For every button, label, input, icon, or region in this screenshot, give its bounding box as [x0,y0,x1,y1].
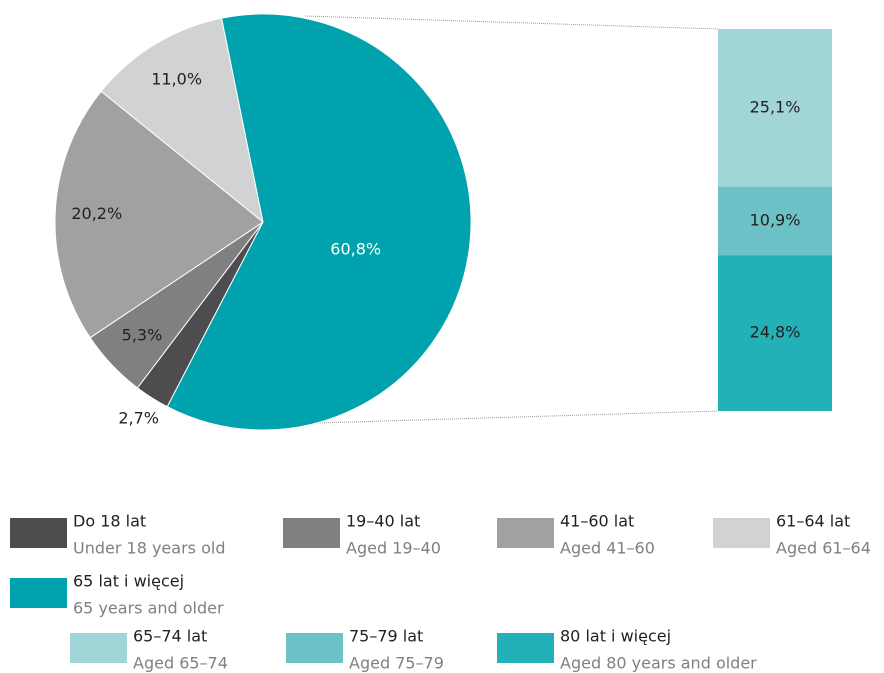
legend-label: 19–40 lat [346,512,420,531]
slice-label: 2,7% [118,408,159,427]
legend-swatch [283,518,340,548]
legend-swatch [497,633,554,663]
legend-label-en: Aged 41–60 [560,539,655,558]
slice-label: 5,3% [122,326,163,345]
legend-swatch [497,518,554,548]
legend-swatch [10,578,67,608]
legend-label: 75–79 lat [349,627,423,646]
legend-label: 65–74 lat [133,627,207,646]
legend-label-en: Aged 75–79 [349,654,444,673]
slice-label: 60,8% [330,239,381,258]
legend-label: Do 18 lat [73,512,146,531]
legend-label: 41–60 lat [560,512,634,531]
pie-slice [54,90,264,339]
connector-line [304,15,719,30]
slice-label: 11,0% [151,69,202,88]
legend-label-en: Aged 65–74 [133,654,228,673]
bar-segment [718,186,832,256]
legend-label: 65 lat i więcej [73,572,184,591]
slice-label: 20,2% [71,204,122,223]
legend-label-en: Aged 19–40 [346,539,441,558]
connector-line [317,410,719,424]
bar-label: 25,1% [750,97,801,116]
legend-label-en: Under 18 years old [73,539,225,558]
legend-label: 80 lat i więcej [560,627,671,646]
legend-swatch [286,633,343,663]
legend-label: 61–64 lat [776,512,850,531]
pie-slice [100,17,264,224]
bar-label: 24,8% [750,323,801,342]
legend-swatch [70,633,127,663]
legend-label-en: Aged 61–64 [776,539,871,558]
legend-label-en: 65 years and older [73,599,224,618]
bar-segment [718,255,832,411]
pie-slice [166,13,472,431]
legend-swatch [713,518,770,548]
legend-label-en: Aged 80 years and older [560,654,757,673]
bar-segment [718,29,832,187]
legend-swatch [10,518,67,548]
bar-label: 10,9% [750,210,801,229]
